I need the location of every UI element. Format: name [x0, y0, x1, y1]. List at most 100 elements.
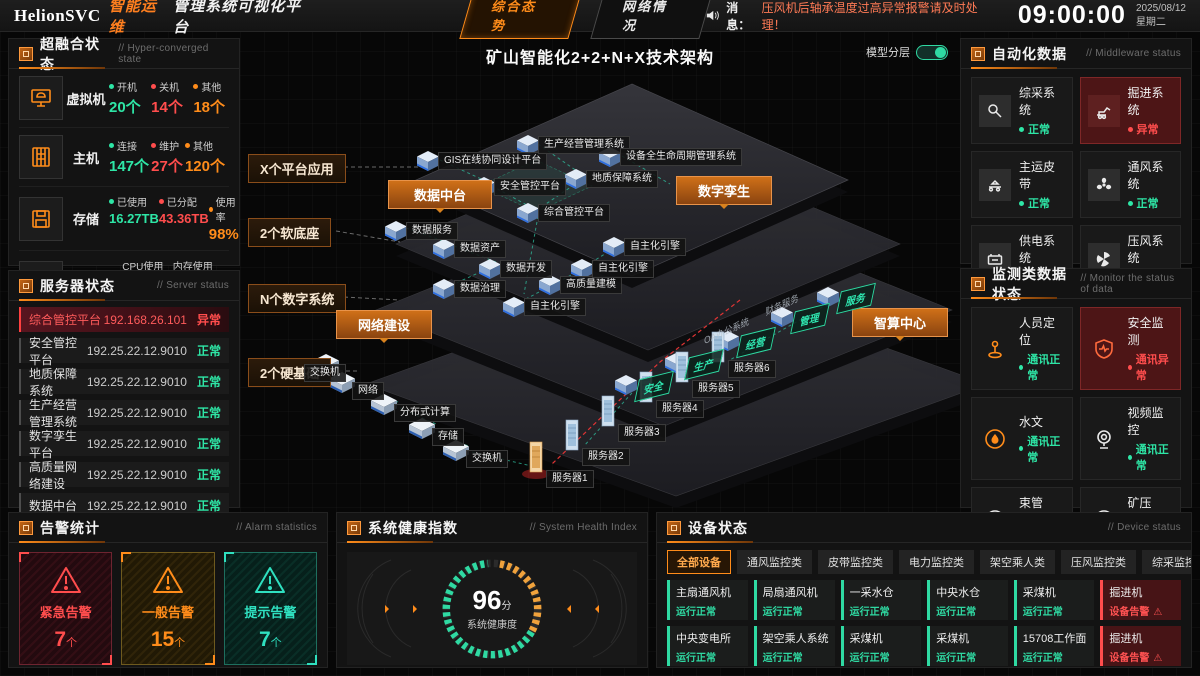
side-label-digital-systems: N个数字系统	[248, 284, 347, 313]
server-status: 正常	[196, 468, 221, 482]
architecture-stage: 矿山智能化2+2+N+X技术架构 模型分层	[240, 32, 960, 512]
device-cell[interactable]: 采煤机 运行正常⚠	[1013, 580, 1095, 620]
card-ventilation-system[interactable]: 通风系统 正常	[1079, 151, 1181, 218]
card-mining-system[interactable]: 综采系统 正常	[971, 77, 1073, 144]
device-tab-mining[interactable]: 综采监控类	[1142, 550, 1191, 574]
device-cell[interactable]: 15708工作面 运行正常⚠	[1013, 626, 1095, 666]
card-excavation-system[interactable]: 掘进系统 异常	[1079, 77, 1181, 144]
panel-icon	[347, 520, 361, 535]
panel-subtitle: // Monitor the status of data	[1080, 272, 1175, 295]
health-score-label: 系统健康度	[467, 619, 517, 631]
device-tab-power[interactable]: 电力监控类	[899, 550, 974, 574]
card-personnel-location[interactable]: 人员定位 通讯正常	[971, 307, 1073, 390]
app-title: 管理系统可视化平台	[173, 0, 302, 36]
device-name: 采煤机	[936, 633, 970, 645]
node-data-governance: 数据治理	[454, 280, 506, 298]
server-row[interactable]: 地质保障系统 192.25.22.12.9010 正常	[19, 367, 229, 398]
panel-hyper-converged: 超融合状态 // Hyper-converged state 虚拟机 开机 20个…	[8, 36, 240, 307]
device-tab-all[interactable]: 全部设备	[667, 550, 731, 574]
diagram-title: 矿山智能化2+2+N+X技术架构	[485, 50, 715, 67]
layer-toggle[interactable]: 模型分层	[866, 44, 948, 60]
person-location-icon	[988, 340, 1002, 358]
alarm-icon: ⚠	[1153, 607, 1163, 618]
node-gis-platform: GIS在线协同设计平台	[438, 152, 548, 170]
panel-header: 设备状态 // Device status	[657, 513, 1191, 543]
stat: 已使用 16.27TB	[109, 198, 159, 226]
panel-monitor-data: 监测类数据状态 // Monitor the status of data 人员…	[960, 266, 1192, 643]
stat: 使用率 98%	[208, 198, 239, 243]
device-cell[interactable]: 一采水仓 运行正常⚠	[840, 580, 922, 620]
panel-icon	[667, 520, 681, 535]
device-name: 局扇通风机	[762, 587, 818, 599]
toggle-switch	[916, 44, 948, 60]
node-server-4: 服务器4	[656, 400, 704, 418]
warning-triangle-icon	[50, 567, 81, 593]
alarm-grid: 紧急告警 7个 一般告警 15个 提示告警 7个	[19, 552, 318, 665]
panel-icon	[971, 46, 985, 61]
device-name: 主扇通风机	[676, 587, 731, 599]
panel-title: 设备状态	[688, 519, 748, 536]
panel-icon	[971, 276, 985, 291]
server-row[interactable]: 安全管控平台 192.25.22.12.9010 正常	[19, 336, 229, 367]
panel-subtitle: // Alarm statistics	[236, 522, 317, 533]
webcam-icon	[1096, 429, 1111, 449]
side-label-platform-apps: X个平台应用	[248, 154, 346, 183]
fan-icon	[1096, 177, 1111, 189]
server-name: 数字孪生平台	[29, 428, 78, 460]
device-status: 运行正常	[1022, 607, 1063, 618]
device-cell[interactable]: 采煤机 运行正常⚠	[840, 626, 922, 666]
health-gauge: 96分 系统健康度	[438, 555, 546, 663]
server-name: 生产经营管理系统	[29, 397, 78, 429]
card-video-surveillance[interactable]: 视频监控 通讯正常	[1079, 397, 1181, 480]
server-name: 数据中台	[29, 499, 78, 513]
device-cell[interactable]: 采煤机 运行正常⚠	[927, 626, 1008, 666]
device-status: 运行正常	[849, 607, 890, 618]
card-belt-system[interactable]: 主运皮带 正常	[971, 151, 1073, 218]
device-cell[interactable]: 主扇通风机 运行正常⚠	[667, 580, 748, 620]
device-cell[interactable]: 掘进机 设备告警 ⚠	[1100, 626, 1181, 666]
stat: 关机 14个	[151, 83, 183, 116]
node-high-quality-modeling: 高质量建模	[560, 276, 622, 294]
device-cell[interactable]: 局扇通风机 运行正常⚠	[753, 580, 835, 620]
message-ticker: 压风机后轴承温度过高异常报警请及时处理！	[761, 0, 978, 32]
node-autonomous-engine-1: 自主化引擎	[624, 238, 686, 256]
panel-header: 自动化数据 // Middleware status	[961, 39, 1191, 69]
panel-title: 监测类数据状态	[992, 265, 1067, 302]
server-ip: 192.25.22.12.9010	[86, 436, 187, 451]
node-server-2: 服务器2	[582, 448, 630, 466]
server-status: 正常	[196, 344, 221, 358]
server-row[interactable]: 数字孪生平台 192.25.22.12.9010 正常	[19, 429, 229, 460]
server-status: 正常	[196, 499, 221, 513]
alarm-icon: ⚠	[1153, 653, 1163, 664]
device-grid: 主扇通风机 运行正常⚠ 局扇通风机 运行正常⚠ 一采水仓 运行正常⚠ 中央水仓 …	[667, 580, 1181, 667]
device-status: 设备告警	[1109, 653, 1150, 664]
device-tab-belt[interactable]: 皮带监控类	[818, 550, 893, 574]
stat: 其他 18个	[193, 83, 225, 116]
card-hydrology[interactable]: 水文 通讯正常	[971, 397, 1073, 480]
date-block: 2025/08/12 星期二	[1136, 2, 1186, 29]
device-status: 运行正常	[849, 653, 890, 664]
server-row[interactable]: 生产经营管理系统 192.25.22.12.9010 正常	[19, 398, 229, 429]
device-tab-cableway[interactable]: 架空乘人类	[980, 550, 1055, 574]
server-row[interactable]: 高质量网络建设 192.25.22.12.9010 正常	[19, 460, 229, 491]
device-cell[interactable]: 掘进机 设备告警 ⚠	[1100, 580, 1181, 620]
device-tab-compressed-air[interactable]: 压风监控类	[1061, 550, 1136, 574]
device-cell[interactable]: 中央变电所 运行正常⚠	[667, 626, 748, 666]
panel-icon	[19, 46, 33, 61]
device-tab-ventilation[interactable]: 通风监控类	[737, 550, 812, 574]
node-distributed-computing: 分布式计算	[394, 404, 456, 422]
message-label: 消息：	[726, 0, 751, 32]
date: 2025/08/12	[1135, 3, 1186, 14]
server-row[interactable]: 综合管控平台 192.168.26.101 异常	[19, 307, 229, 332]
server-name: 安全管控平台	[29, 335, 78, 367]
panel-title: 超融合状态	[40, 35, 100, 72]
card-safety-monitoring[interactable]: 安全监测 通讯异常	[1079, 307, 1181, 390]
virtual-machine-icon	[31, 89, 51, 107]
device-cell[interactable]: 中央水仓 运行正常⚠	[927, 580, 1008, 620]
deco-arrow	[563, 605, 571, 613]
node-safety-control: 安全管控平台	[494, 178, 566, 196]
node-integrated-control: 综合管控平台	[538, 204, 610, 222]
device-cell[interactable]: 架空乘人系统 运行正常⚠	[753, 626, 835, 666]
server-list: 综合管控平台 192.168.26.101 异常 安全管控平台 192.25.2…	[9, 307, 239, 518]
